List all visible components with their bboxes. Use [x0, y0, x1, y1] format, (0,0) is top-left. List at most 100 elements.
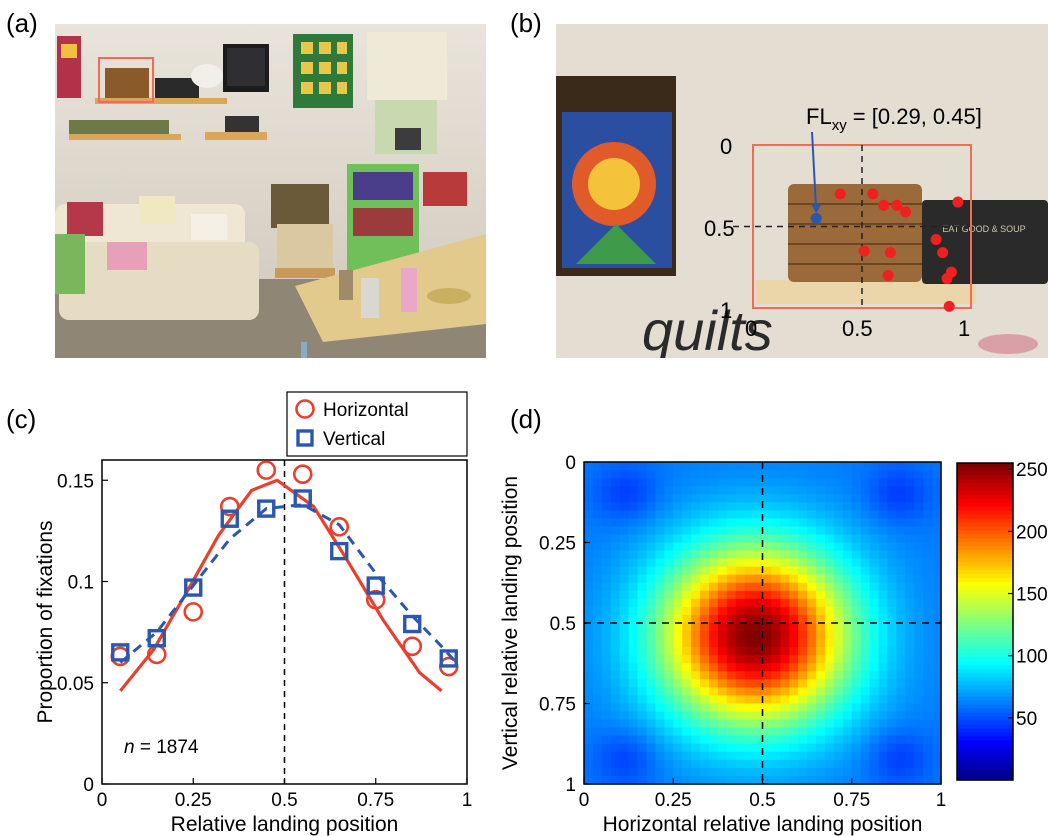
heatmap-cell [735, 759, 746, 769]
heatmap-cell [824, 631, 835, 640]
heatmap-cell [717, 703, 728, 713]
heatmap-cell [584, 478, 594, 487]
heatmap-cell [869, 623, 880, 632]
colorbar-segment [957, 661, 1013, 666]
heatmap-cell [860, 590, 871, 600]
colorbar-segment [957, 502, 1013, 508]
heatmap-cell [896, 494, 906, 503]
heatmap-cell [646, 775, 657, 785]
heatmap-cell [700, 566, 710, 576]
heatmap-cell [700, 687, 710, 697]
heatmap-cell [887, 598, 897, 608]
heatmap-cell [780, 711, 790, 721]
heatmap-cell [753, 542, 764, 552]
heatmap-cell [887, 534, 897, 544]
heatmap-cell [816, 687, 826, 697]
sample-size-annotation: n = 1874 [124, 737, 199, 758]
heatmap-cell [735, 687, 746, 697]
heatmap-cell [592, 614, 603, 624]
heatmap-cell [807, 614, 817, 624]
heatmap-cell [807, 687, 817, 697]
heatmap-cell [584, 639, 594, 648]
heatmap-cell [753, 582, 764, 592]
heatmap-cell [610, 735, 621, 745]
heatmap-cell [816, 518, 826, 527]
heatmap-cell [664, 606, 674, 616]
heatmap-cell [708, 775, 719, 785]
heatmap-cell [860, 614, 871, 624]
heatmap-cell [842, 614, 853, 624]
heatmap-cell [816, 486, 826, 495]
heatmap-cell [905, 550, 915, 560]
heatmap-cell [592, 486, 603, 495]
heatmap-cell [762, 582, 773, 592]
panel-label-d: (d) [510, 404, 542, 434]
heatmap-cell [628, 719, 639, 729]
heatmap-cell [851, 542, 862, 552]
heatmap-cell [824, 478, 835, 487]
heatmap-cell [807, 566, 817, 576]
heatmap-cell [896, 679, 906, 688]
heatmap-cell [744, 647, 755, 656]
heatmap-cell [851, 582, 862, 592]
colorbar-segment [957, 546, 1013, 551]
heatmap-cell [762, 767, 773, 777]
heatmap-cell [726, 751, 737, 761]
heatmap-cell [789, 727, 799, 737]
heatmap-cell [717, 614, 728, 624]
heatmap-cell [914, 566, 924, 576]
heatmap-cell [887, 759, 897, 769]
heatmap-cell [771, 695, 781, 705]
heatmap-cell [896, 647, 906, 656]
heatmap-cell [789, 462, 799, 471]
colorbar-segment [957, 617, 1013, 623]
heatmap-cell [860, 663, 871, 672]
x-tick-label: 0.75 [357, 790, 394, 811]
heatmap-cell [869, 711, 880, 721]
heatmap-cell [753, 743, 764, 753]
heatmap-cell [628, 727, 639, 737]
heatmap-cell [816, 534, 826, 544]
heatmap-cell [896, 470, 906, 479]
heatmap-cell [700, 534, 710, 544]
heatmap-cell [762, 639, 773, 648]
heatmap-cell [673, 478, 683, 487]
heatmap-cell [824, 687, 835, 697]
heatmap-cell [744, 639, 755, 648]
colorbar-segment [957, 641, 1013, 646]
heatmap-cell [744, 510, 755, 519]
heatmap-cell [664, 687, 674, 697]
heatmap-cell [824, 614, 835, 624]
heatmap-cell [905, 582, 915, 592]
heatmap-cell [592, 534, 603, 544]
colorbar-segment [957, 728, 1013, 734]
heatmap-cell [708, 526, 719, 536]
heatmap-cell [601, 631, 612, 640]
heatmap-cell [708, 743, 719, 753]
heatmap-cell [584, 775, 594, 785]
heatmap-cell [869, 703, 880, 713]
heatmap-cell [691, 574, 701, 584]
heatmap-cell [646, 598, 657, 608]
heatmap-cell [896, 590, 906, 600]
heatmap-cell [851, 647, 862, 656]
heatmap-cell [896, 534, 906, 544]
heatmap-cell [807, 751, 817, 761]
heatmap-cell [682, 510, 692, 519]
heatmap-cell [932, 751, 942, 761]
heatmap-cell [628, 566, 639, 576]
heatmap-cell [780, 534, 790, 544]
heatmap-cell [691, 470, 701, 479]
heatmap-cell [878, 462, 889, 471]
heatmap-cell [896, 759, 906, 769]
colorbar-tick-label: 250 [1016, 460, 1048, 481]
heatmap-cell [842, 598, 853, 608]
heatmap-cell [708, 623, 719, 632]
heatmap-cell [664, 679, 674, 688]
heatmap-cell [842, 751, 853, 761]
heatmap-cell [664, 486, 674, 495]
heatmap-cell [789, 663, 799, 672]
heatmap-cell [673, 614, 683, 624]
heatmap-cell [682, 518, 692, 527]
